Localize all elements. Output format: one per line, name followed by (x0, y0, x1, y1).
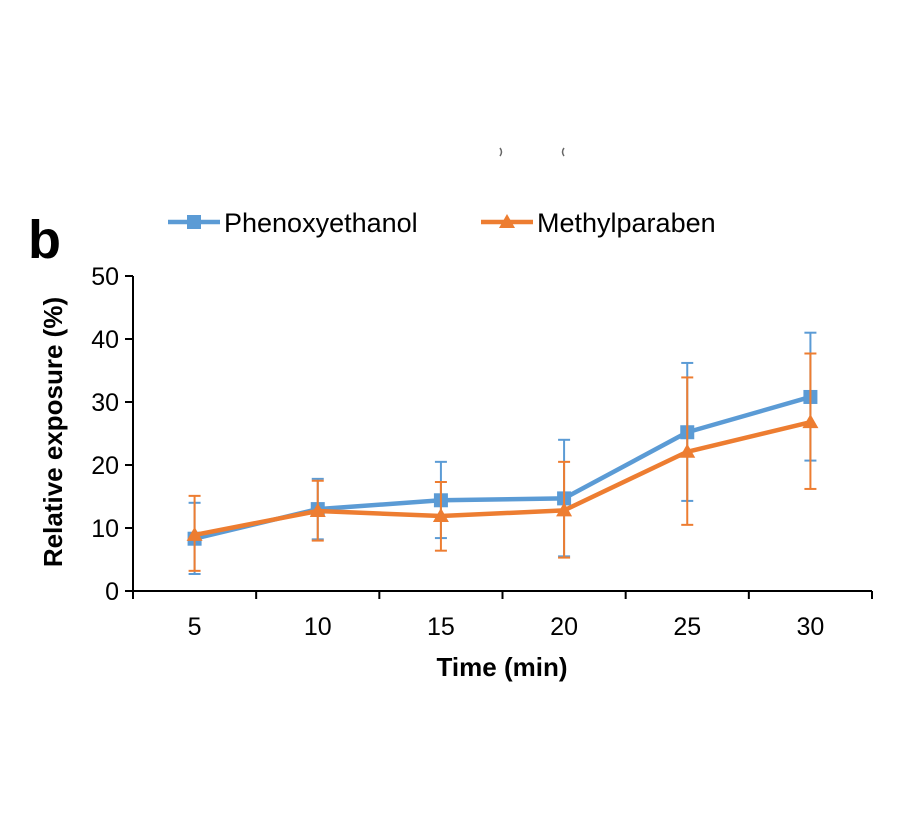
data-point-methylparaben (802, 414, 819, 429)
legend-item-phenoxyethanol: Phenoxyethanol (168, 208, 418, 238)
series-layer (186, 331, 819, 575)
x-tick-label: 25 (673, 613, 701, 641)
x-tick-label: 30 (797, 613, 825, 641)
panel-label: b (28, 210, 61, 270)
y-tick-label: 10 (91, 515, 119, 543)
y-tick-label: 30 (91, 389, 119, 417)
data-point-methylparaben (309, 502, 326, 517)
x-tick-label: 5 (188, 613, 202, 641)
x-axis-title: Time (min) (437, 652, 568, 682)
legend-marker-triangle-icon (499, 214, 515, 228)
legend-marker-square-icon (187, 215, 201, 229)
data-point-methylparaben (679, 443, 696, 458)
series-line-methylparaben (194, 419, 811, 538)
y-axis-ticks: 0 10 20 30 40 50 (91, 263, 133, 606)
x-tick-label: 15 (427, 613, 455, 641)
y-axis-title: Relative exposure (%) (38, 297, 68, 567)
series-methylparaben (186, 352, 819, 572)
y-tick-label: 50 (91, 263, 119, 291)
cropped-parenthesis-remnant (499, 147, 565, 157)
y-tick-label: 20 (91, 452, 119, 480)
legend-label-phenoxyethanol: Phenoxyethanol (224, 208, 418, 238)
legend-label-methylparaben: Methylparaben (537, 208, 716, 238)
data-point-methylparaben (432, 508, 449, 523)
x-axis-ticks: 5 10 15 20 25 30 (132, 591, 873, 641)
y-tick-label: 40 (91, 326, 119, 354)
x-tick-label: 10 (304, 613, 332, 641)
legend-item-methylparaben: Methylparaben (481, 208, 716, 238)
data-point-methylparaben (186, 526, 203, 541)
data-point-methylparaben (556, 502, 573, 517)
x-tick-label: 20 (550, 613, 578, 641)
y-tick-label: 0 (105, 578, 119, 606)
legend: Phenoxyethanol Methylparaben (168, 208, 716, 238)
